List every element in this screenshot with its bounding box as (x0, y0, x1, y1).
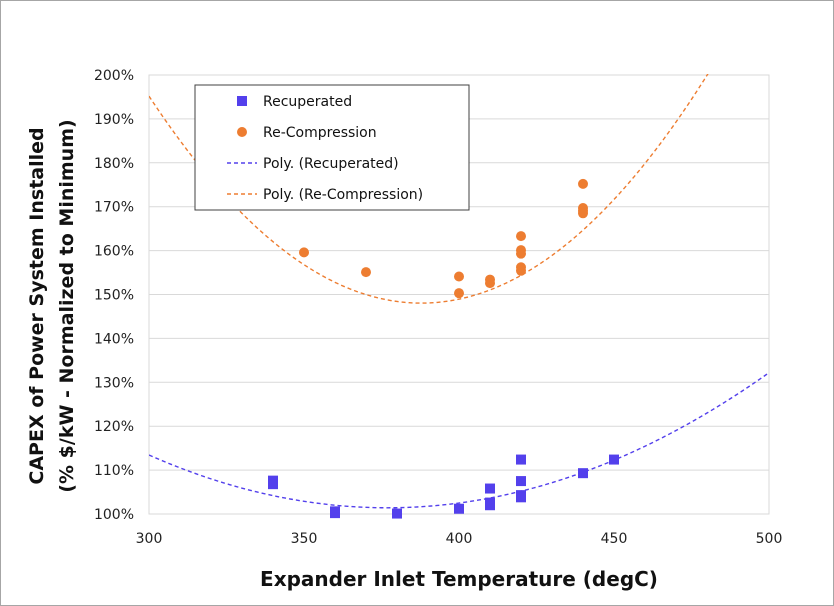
recuperated-point (609, 454, 619, 465)
data-markers (268, 178, 619, 519)
x-tick-label: 400 (446, 531, 473, 547)
x-axis-title: Expander Inlet Temperature (degC) (260, 567, 658, 591)
y-tick-label: 140% (94, 331, 134, 347)
re-compression-point (454, 288, 464, 299)
tick-labels: 100% 110% 120% 130% 140% 150% 160% 170% 180% 190%… (94, 68, 782, 547)
re-compression-point (578, 208, 588, 219)
legend-poly-re-compression: Poly. (Re-Compression) (227, 187, 423, 203)
trendline-poly-recuperated (149, 372, 769, 509)
legend: Recuperated Re-Compression Poly. (Recupera… (194, 84, 470, 211)
legend-label: Poly. (Recuperated) (263, 156, 399, 172)
re-compression-point (361, 267, 371, 278)
x-tick-label: 300 (136, 531, 163, 547)
re-compression-point (516, 265, 526, 276)
x-tick-label: 350 (291, 531, 318, 547)
recuperated-point (578, 468, 588, 479)
legend-label: Re-Compression (263, 125, 377, 141)
x-tick-label: 500 (756, 531, 783, 547)
recuperated-point (516, 454, 526, 465)
legend-circle-marker (237, 127, 247, 137)
recuperated-point (330, 508, 340, 519)
y-tick-label: 160% (94, 244, 134, 260)
y-tick-label: 200% (94, 68, 134, 84)
y-tick-label: 190% (94, 112, 134, 128)
recuperated-point (516, 476, 526, 487)
recuperated-point (454, 503, 464, 514)
y-tick-label: 100% (94, 507, 134, 523)
re-compression-point (299, 247, 309, 258)
y-axis-title-line1: CAPEX of Power System Installed (26, 127, 48, 484)
legend-square-marker (237, 96, 247, 106)
re-compression-point (516, 248, 526, 259)
plot-area-border (148, 74, 770, 515)
recuperated-point (268, 479, 278, 490)
y-tick-label: 120% (94, 419, 134, 435)
trendline-poly-re-compression (149, 74, 709, 304)
y-tick-label: 170% (94, 200, 134, 216)
legend-re-compression: Re-Compression (237, 125, 377, 141)
recuperated-point (485, 497, 495, 508)
legend-label: Recuperated (263, 94, 352, 110)
recuperated-point (392, 508, 402, 519)
y-tick-label: 130% (94, 375, 134, 391)
recuperated-point (485, 483, 495, 494)
y-tick-label: 180% (94, 156, 134, 172)
re-compression-point (454, 271, 464, 282)
re-compression-point (516, 231, 526, 242)
y-axis-title-line2: (% $/kW - Normalized to Minimum) (56, 119, 78, 492)
y-tick-label: 110% (94, 463, 134, 479)
recuperated-point (516, 492, 526, 503)
trendlines (149, 74, 769, 509)
re-compression-point (485, 278, 495, 289)
legend-recuperated: Recuperated (237, 94, 352, 110)
legend-poly-recuperated: Poly. (Recuperated) (227, 156, 399, 172)
plot-area (148, 74, 770, 515)
y-tick-label: 150% (94, 288, 134, 304)
x-tick-label: 450 (601, 531, 628, 547)
re-compression-point (578, 178, 588, 189)
legend-label: Poly. (Re-Compression) (263, 187, 423, 203)
y-axis-title: CAPEX of Power System Installed (% $/kW … (26, 119, 78, 492)
